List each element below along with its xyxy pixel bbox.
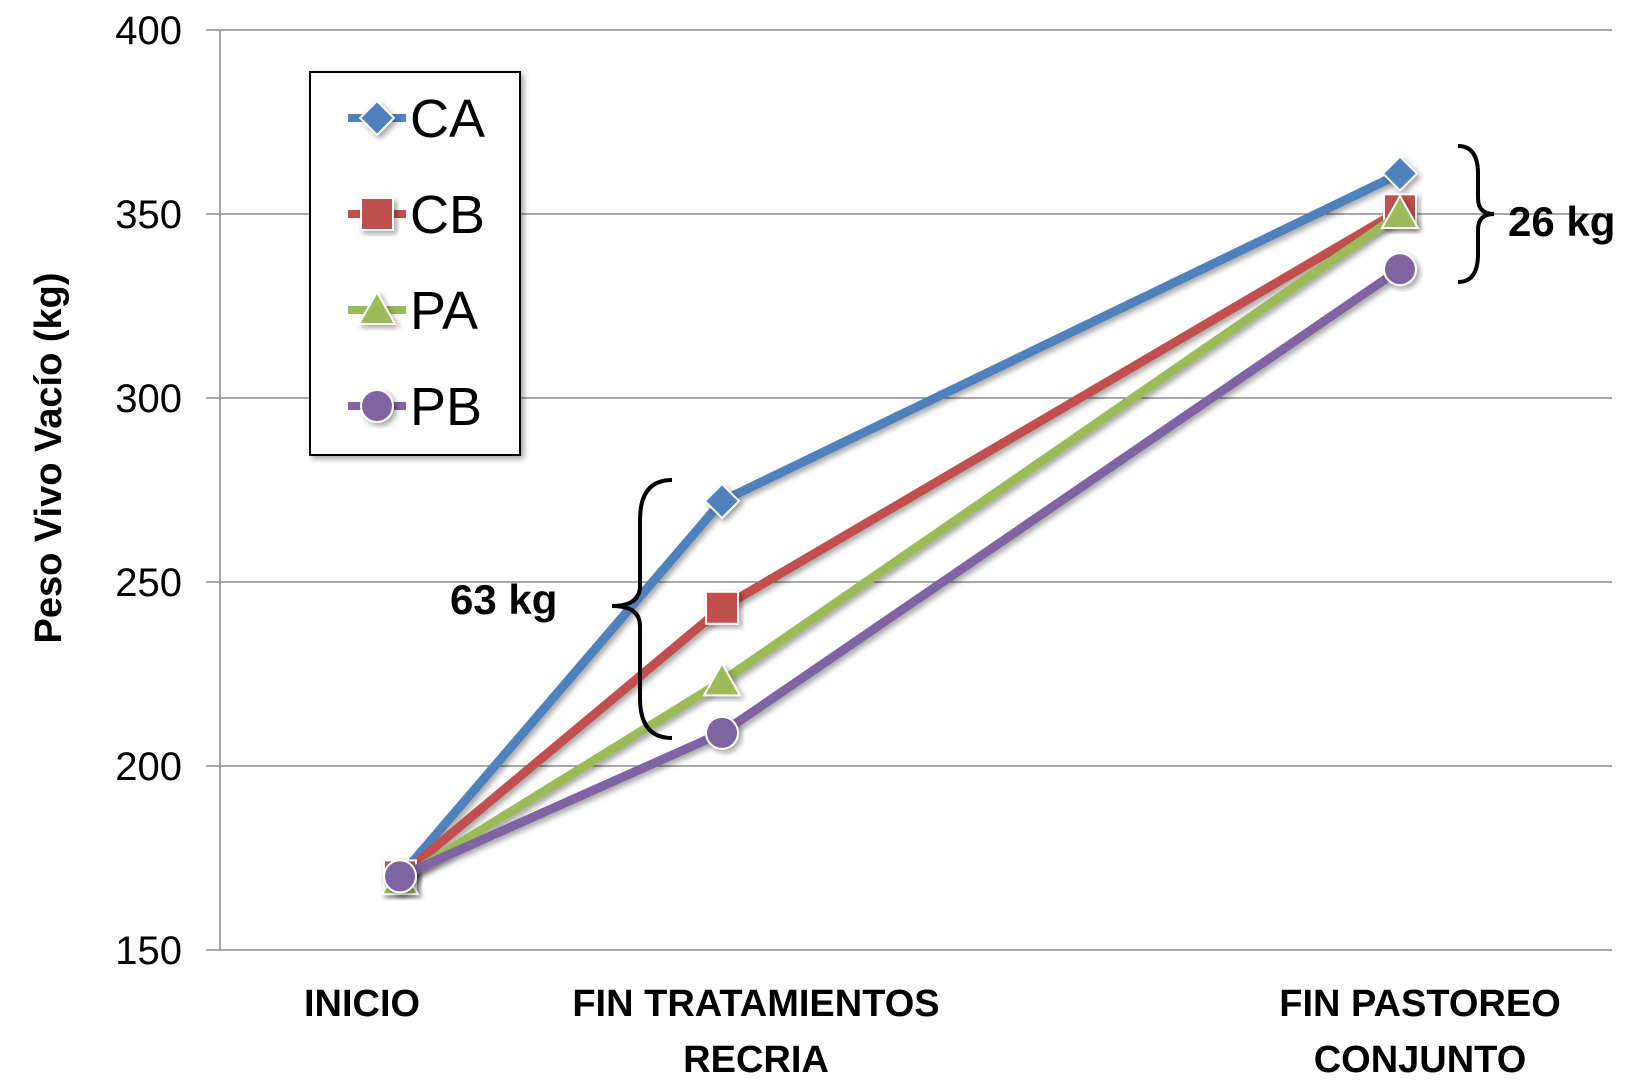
x-category-label: FIN PASTOREO CONJUNTO [1279, 983, 1561, 1081]
series-ca [381, 155, 1419, 895]
triangle-marker [1380, 193, 1420, 229]
annotation-26kg: 26 kg [1508, 198, 1615, 245]
square-marker [360, 197, 394, 231]
brace-63kg [611, 478, 673, 740]
legend-label: CA [410, 89, 485, 149]
diamond-marker [703, 482, 741, 520]
y-axis-label: Peso Vivo Vacío (kg) [28, 272, 70, 643]
legend-item-pa: PA [348, 281, 478, 341]
x-axis-categories: INICIO FIN TRATAMIENTOS RECRIA FIN PASTOREO… [304, 983, 1561, 1081]
series-cb [383, 193, 1417, 894]
triangle-marker [702, 661, 742, 697]
y-axis-ticks: 150 200 250 300 350 400 [115, 9, 182, 973]
triangle-marker [357, 289, 397, 325]
x-category-label: INICIO [304, 983, 420, 1025]
series-line [396, 169, 1402, 880]
y-tick-label: 150 [115, 929, 182, 973]
legend-label: CB [410, 185, 485, 245]
legend-item-ca: CA [348, 89, 485, 149]
square-marker [705, 590, 739, 625]
series-pb [383, 252, 1417, 894]
circle-marker [705, 715, 739, 750]
brace-26kg [1457, 144, 1495, 284]
y-tick-label: 250 [115, 561, 182, 605]
y-tick-label: 350 [115, 193, 182, 237]
series-lines [380, 155, 1420, 896]
legend: CA CB PA PB [309, 71, 521, 456]
legend-box [309, 71, 521, 456]
series-line [397, 206, 1403, 880]
diamond-marker [1381, 155, 1419, 192]
circle-marker [383, 859, 417, 894]
legend-label: PB [410, 377, 482, 437]
series-line [397, 210, 1403, 884]
legend-item-pb: PB [348, 377, 482, 437]
diamond-marker [358, 99, 396, 137]
legend-item-cb: CB [348, 185, 485, 245]
y-tick-label: 400 [115, 9, 182, 53]
y-tick-label: 300 [115, 377, 182, 421]
x-category-label: FIN TRATAMIENTOS RECRIA [572, 983, 939, 1081]
annotation-63kg: 63 kg [450, 576, 557, 623]
legend-label: PA [410, 281, 478, 341]
circle-marker [360, 389, 394, 423]
y-tick-label: 200 [115, 745, 182, 789]
circle-marker [1383, 252, 1417, 287]
annotations: 63 kg 26 kg [450, 144, 1615, 740]
series-pa [380, 193, 1420, 896]
